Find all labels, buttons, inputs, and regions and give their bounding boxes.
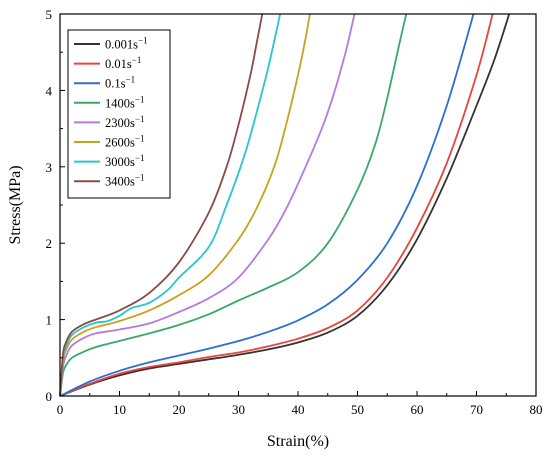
y-tick-label: 3 — [46, 160, 53, 175]
legend-label-3: 1400s−1 — [105, 94, 144, 110]
x-axis-label: Strain(%) — [267, 433, 329, 450]
x-tick-label: 70 — [470, 402, 483, 417]
x-tick-label: 10 — [113, 402, 126, 417]
x-tick-label: 80 — [530, 402, 543, 417]
y-tick-label: 0 — [46, 389, 53, 404]
legend-label-7: 3400s−1 — [105, 173, 144, 189]
series-line-4 — [59, 13, 356, 397]
series-line-6 — [59, 13, 281, 397]
series-line-7 — [59, 13, 264, 397]
x-tick-label: 30 — [232, 402, 245, 417]
y-tick-label: 5 — [46, 7, 53, 22]
legend: 0.001s−1 0.01s−1 0.1s−1 1400s−1 2300s−1 2600s… — [67, 29, 171, 199]
tick-labels: 0 10 20 30 40 50 60 70 80 0 1 2 3 4 5 — [46, 7, 543, 417]
axis-ticks — [59, 13, 537, 397]
legend-label-4: 2300s−1 — [105, 114, 144, 130]
series-line-2 — [59, 13, 475, 397]
x-tick-label: 50 — [351, 402, 364, 417]
legend-label-1: 0.01s−1 — [105, 55, 141, 71]
legend-box — [67, 29, 171, 199]
series-line-3 — [59, 13, 408, 397]
series-line-0 — [59, 13, 511, 397]
series-lines — [59, 13, 511, 397]
y-tick-label: 1 — [46, 313, 53, 328]
y-axis-label: Stress(MPa) — [7, 165, 24, 244]
x-tick-label: 60 — [411, 402, 424, 417]
series-line-5 — [59, 13, 311, 397]
x-tick-label: 40 — [292, 402, 305, 417]
y-tick-label: 2 — [46, 236, 53, 251]
x-tick-label: 0 — [57, 402, 64, 417]
legend-label-5: 2600s−1 — [105, 134, 144, 150]
series-line-1 — [59, 13, 494, 397]
y-tick-label: 4 — [46, 83, 53, 98]
legend-label-6: 3000s−1 — [105, 153, 144, 169]
legend-label-0: 0.001s−1 — [105, 36, 148, 52]
legend-label-2: 0.1s−1 — [105, 75, 135, 91]
x-tick-label: 20 — [173, 402, 186, 417]
